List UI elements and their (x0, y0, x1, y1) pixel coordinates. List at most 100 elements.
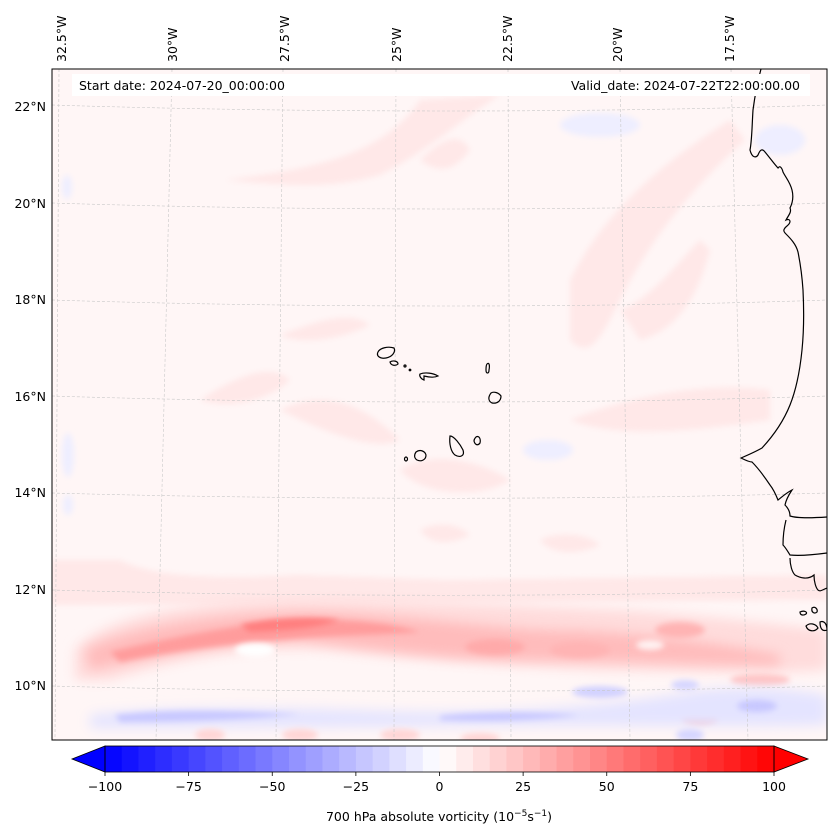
colorbar-segment (489, 746, 508, 772)
colorbar-segment (539, 746, 558, 772)
island-santa-luzia (403, 364, 407, 368)
colorbar-segment (590, 746, 608, 772)
colorbar-label: 700 hPa absolute vorticity (10−5s−1) (326, 809, 552, 824)
latitude-labels: 22°N 20°N 18°N 16°N 14°N 12°N 10°N (14, 99, 46, 693)
date-info-background (72, 74, 810, 96)
colorbar-tick-label: 25 (515, 779, 531, 794)
gridlines (52, 69, 827, 740)
colorbar-segment (138, 746, 156, 772)
lat-label: 16°N (14, 389, 46, 404)
colorbar-tick-label: −25 (343, 779, 369, 794)
colorbar-segment (389, 746, 407, 772)
colorbar-tick-label: −100 (88, 779, 122, 794)
colorbar-segment (105, 746, 123, 772)
colorbar-segment (656, 746, 675, 772)
island-santo-antao (376, 346, 396, 359)
colorbar-segment (690, 746, 708, 772)
colorbar-tick-label: 50 (599, 779, 615, 794)
coastlines (376, 69, 827, 632)
lon-label: 20°W (610, 27, 625, 62)
colorbar-segment (573, 746, 591, 772)
gridline-lat-18 (52, 299, 827, 307)
island-fogo (414, 449, 427, 462)
colorbar-segment (472, 746, 491, 772)
island-sao-nicolau (419, 372, 440, 381)
lon-label: 22.5°W (500, 16, 515, 62)
colorbar-segment (623, 746, 641, 772)
colorbar-tick-label: 100 (762, 779, 786, 794)
lat-label: 20°N (14, 196, 46, 211)
colorbar-extend-min-arrow (70, 745, 106, 773)
gridline-lat-12 (52, 589, 827, 596)
valid-date-label: Valid_date: 2024-07-22T22:00:00.00 (571, 78, 800, 93)
colorbar-segment (422, 746, 441, 772)
colorbar-segment (272, 746, 290, 772)
colorbar-segment (723, 746, 742, 772)
colorbar-segment (606, 746, 625, 772)
gridline-lat-10 (52, 685, 827, 692)
colorbar-segment (339, 746, 357, 772)
gridline-lat-16 (52, 395, 827, 403)
colorbar-segment (523, 746, 541, 772)
colorbar-segment (707, 746, 725, 772)
vorticity-field (52, 95, 827, 740)
island-maio (473, 435, 481, 446)
lat-label: 12°N (14, 582, 46, 597)
colorbar-segment (288, 746, 307, 772)
gridline-lat-14 (52, 492, 827, 499)
colorbar-segment (556, 746, 574, 772)
colorbar-segment (406, 746, 424, 772)
colorbar-segment (171, 746, 190, 772)
island-sal (485, 362, 490, 374)
colorbar-segment (640, 746, 658, 772)
longitude-labels: 32.5°W 30°W 27.5°W 25°W 22.5°W 20°W 17.5… (54, 16, 737, 62)
island-santiago (449, 435, 465, 457)
lat-label: 10°N (14, 678, 46, 693)
island-boa-vista (488, 391, 502, 404)
map-frame (51, 68, 828, 741)
gridline-lon-32-5 (54, 69, 60, 740)
gridline-lat-22 (52, 104, 827, 112)
gridline-lon-17-5 (730, 69, 749, 740)
gridline-lon-20 (619, 69, 631, 740)
lon-label: 27.5°W (277, 16, 292, 62)
colorbar-segment (205, 746, 223, 772)
cape-verde-islands (376, 346, 502, 462)
colorbar-segment (355, 746, 374, 772)
lon-label: 32.5°W (54, 16, 69, 62)
map-panel: Start date: 2024-07-20_00:00:00 Valid_da… (51, 68, 828, 741)
colorbar-ticks: −100 −75 −50 −25 0 25 50 75 100 (88, 772, 786, 794)
lat-label: 22°N (14, 99, 46, 114)
colorbar-segment (222, 746, 240, 772)
colorbar-segment (439, 746, 457, 772)
lat-label: 14°N (14, 485, 46, 500)
colorbar-segment (305, 746, 324, 772)
colorbar-segment (188, 746, 206, 772)
island-sao-vicente (389, 360, 399, 366)
lon-label: 25°W (389, 27, 404, 62)
colorbar-segment (757, 746, 775, 772)
date-info-banner: Start date: 2024-07-20_00:00:00 Valid_da… (72, 74, 810, 96)
colorbar-segment (121, 746, 140, 772)
lon-label: 30°W (165, 27, 180, 62)
colorbar-segment (372, 746, 390, 772)
negative-vorticity-band (90, 680, 827, 740)
gridline-lon-25 (393, 69, 397, 740)
gridline-lon-27-5 (275, 69, 284, 740)
gridline-lon-22-5 (507, 69, 512, 740)
weak-negative-patches (62, 113, 805, 515)
colorbar-segment (155, 746, 173, 772)
colorbar-segment (456, 746, 474, 772)
weak-positive-filaments (52, 95, 827, 605)
colorbar-segments (105, 746, 775, 772)
colorbar: −100 −75 −50 −25 0 25 50 75 100 700 hPa absolute… (70, 745, 810, 824)
island-brava (403, 456, 409, 462)
bijagos-islands (799, 606, 827, 632)
lat-label: 18°N (14, 292, 46, 307)
gridline-lat-20 (52, 202, 827, 210)
west-africa-coastline (739, 69, 827, 592)
colorbar-tick-label: 0 (436, 779, 444, 794)
colorbar-extend-max-arrow (773, 745, 810, 773)
island-branco (408, 368, 412, 372)
